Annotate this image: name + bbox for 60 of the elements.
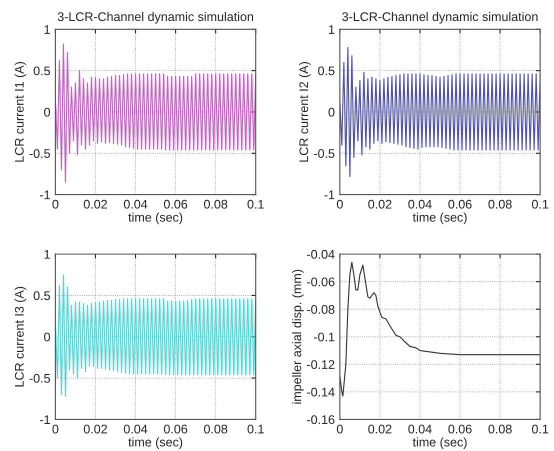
y-tick-label: 1 xyxy=(328,25,334,34)
y-tick-label: -1 xyxy=(40,415,50,424)
x-tick-label: 0.06 xyxy=(164,200,188,209)
x-tick-label: 0 xyxy=(52,200,58,209)
line-series xyxy=(55,44,256,183)
y-tick-label: -0.12 xyxy=(307,360,334,369)
x-tick-label: 0.02 xyxy=(368,200,392,209)
y-tick-label: 1 xyxy=(44,250,50,259)
x-axis-title: time (sec) xyxy=(412,437,467,449)
x-tick-label: 0.08 xyxy=(488,424,512,434)
y-axis-title: impeller axial disp. (mm) xyxy=(292,270,304,404)
chart-title: 3-LCR-Channel dynamic simulation xyxy=(342,12,538,24)
y-tick-label: -0.5 xyxy=(30,149,50,158)
x-tick-label: 0.1 xyxy=(532,424,548,434)
x-tick-label: 0.06 xyxy=(448,200,472,209)
line-series xyxy=(340,262,540,397)
x-tick-label: 0.1 xyxy=(532,200,548,209)
line-series xyxy=(340,46,540,177)
x-tick-label: 0.02 xyxy=(368,424,392,434)
y-tick-label: -0.08 xyxy=(307,305,334,314)
x-tick-label: 0 xyxy=(336,424,343,434)
x-tick-label: 0.1 xyxy=(248,200,264,209)
y-tick-label: 0.5 xyxy=(34,66,50,76)
x-tick-label: 0.04 xyxy=(408,200,432,209)
y-tick-label: -0.14 xyxy=(307,388,335,397)
y-tick-label: -0.1 xyxy=(314,332,334,342)
x-tick-label: 0.02 xyxy=(84,424,107,434)
y-tick-label: -0.16 xyxy=(307,415,334,424)
x-tick-label: 0.04 xyxy=(124,424,148,434)
x-tick-label: 0.06 xyxy=(164,424,188,434)
x-axis-title: time (sec) xyxy=(412,212,467,224)
y-tick-label: 0 xyxy=(328,108,334,117)
y-tick-label: -0.5 xyxy=(30,374,50,383)
x-tick-label: 0 xyxy=(336,200,343,209)
x-tick-label: 0.02 xyxy=(84,200,107,209)
y-tick-label: -1 xyxy=(40,190,50,200)
y-tick-label: -0.5 xyxy=(314,149,334,158)
x-tick-label: 0.08 xyxy=(204,200,228,209)
x-tick-label: 0.04 xyxy=(408,424,432,434)
x-tick-label: 0.1 xyxy=(248,424,264,434)
x-axis-title: time (sec) xyxy=(128,437,182,449)
line-series xyxy=(55,274,256,397)
y-tick-label: -0.04 xyxy=(307,250,335,259)
x-tick-label: 0.08 xyxy=(204,424,228,434)
y-tick-label: -1 xyxy=(324,190,334,200)
y-axis-title: LCR current I2 (A) xyxy=(299,62,311,162)
x-tick-label: 0.06 xyxy=(448,424,472,434)
x-tick-label: 0 xyxy=(52,424,58,434)
y-tick-label: -0.06 xyxy=(307,277,334,286)
y-tick-label: 0.5 xyxy=(34,291,50,300)
x-tick-label: 0.08 xyxy=(488,200,512,209)
y-tick-label: 0 xyxy=(44,108,50,117)
chart-title: 3-LCR-Channel dynamic simulation xyxy=(58,12,254,24)
y-tick-label: 0 xyxy=(44,332,50,342)
y-tick-label: 0.5 xyxy=(318,66,334,76)
x-axis-title: time (sec) xyxy=(128,212,182,224)
y-tick-label: 1 xyxy=(44,25,50,34)
y-axis-title: LCR current I3 (A) xyxy=(14,286,26,386)
y-axis-title: LCR current I1 (A) xyxy=(14,62,26,162)
x-tick-label: 0.04 xyxy=(124,200,148,209)
